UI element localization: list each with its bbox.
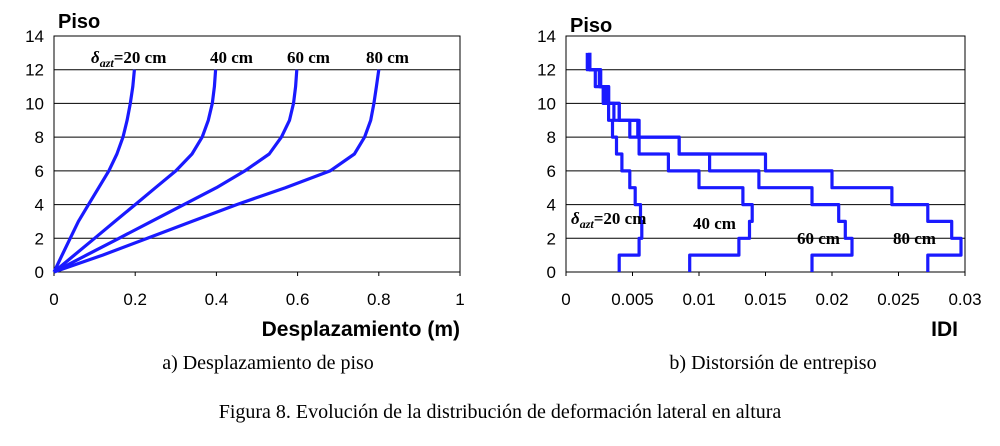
x-tick-label: 0.02	[815, 290, 848, 309]
series-label-3: 60 cm	[797, 229, 840, 248]
y-tick-label: 10	[25, 94, 44, 113]
series-label-2: 40 cm	[693, 214, 736, 233]
x-tick-label: 0.01	[682, 290, 715, 309]
series-label-2: 40 cm	[210, 48, 253, 67]
x-axis-title: Desplazamiento (m)	[262, 318, 460, 341]
plot-frame	[565, 35, 966, 273]
y-tick-label: 4	[547, 196, 556, 215]
y-tick-label: 8	[547, 128, 556, 147]
x-axis-title: IDI	[931, 318, 958, 341]
x-tick-label: 0.4	[205, 290, 229, 309]
panel-a-chart: 0 2 4 6 8 10 12 14 0 0.2 0.4 0.6 0.8 1 δazt=20 cm 40 cm…	[25, 11, 465, 341]
panel-b-chart: 0 2 4 6 8 10 12 14 0 0.005 0.01 0.015 0.02 0.025 0.03 δ…	[537, 15, 981, 341]
x-tick-label: 0.015	[744, 290, 787, 309]
y-tick-label: 4	[35, 196, 44, 215]
y-axis-title: Piso	[58, 11, 100, 33]
series-line-3	[53, 69, 299, 274]
series-label-3: 60 cm	[287, 48, 330, 67]
x-tick-label: 0.005	[611, 290, 654, 309]
y-tick-label: 8	[35, 128, 44, 147]
series-label-4: 80 cm	[893, 229, 936, 248]
y-tick-label: 0	[547, 263, 556, 282]
x-tick-label: 0.8	[367, 290, 391, 309]
y-tick-label: 12	[25, 61, 44, 80]
series-line-2	[52, 69, 218, 274]
y-tick-label: 12	[537, 61, 556, 80]
plot-frame	[53, 35, 461, 273]
series-line-4	[53, 69, 381, 274]
series-label-1: δazt=20 cm	[571, 209, 646, 231]
y-tick-label: 14	[25, 27, 44, 46]
panel-b-label: b) Distorsión de entrepiso	[669, 352, 876, 374]
x-tick-label: 0	[561, 290, 570, 309]
figure-caption: Figura 8. Evolución de la distribución d…	[219, 401, 782, 423]
y-tick-label: 0	[35, 263, 44, 282]
y-tick-label: 2	[547, 229, 556, 248]
x-tick-label: 0.025	[877, 290, 920, 309]
y-tick-label: 14	[537, 27, 556, 46]
series-line-2	[588, 52, 754, 272]
series-line-1	[52, 69, 136, 273]
x-tick-label: 0.03	[948, 290, 981, 309]
panel-a-label: a) Desplazamiento de piso	[162, 352, 374, 374]
series-line-1	[585, 52, 644, 272]
y-axis-title: Piso	[570, 15, 612, 37]
y-tick-label: 2	[35, 229, 44, 248]
series-label-4: 80 cm	[366, 48, 409, 67]
y-tick-label: 6	[547, 162, 556, 181]
series-line-4	[588, 52, 963, 272]
x-tick-label: 0	[49, 290, 58, 309]
x-tick-label: 0.6	[286, 290, 310, 309]
x-tick-label: 0.2	[123, 290, 147, 309]
x-tick-label: 1	[455, 290, 464, 309]
y-tick-label: 10	[537, 94, 556, 113]
series-label-1: δazt=20 cm	[91, 48, 166, 70]
y-tick-label: 6	[35, 162, 44, 181]
